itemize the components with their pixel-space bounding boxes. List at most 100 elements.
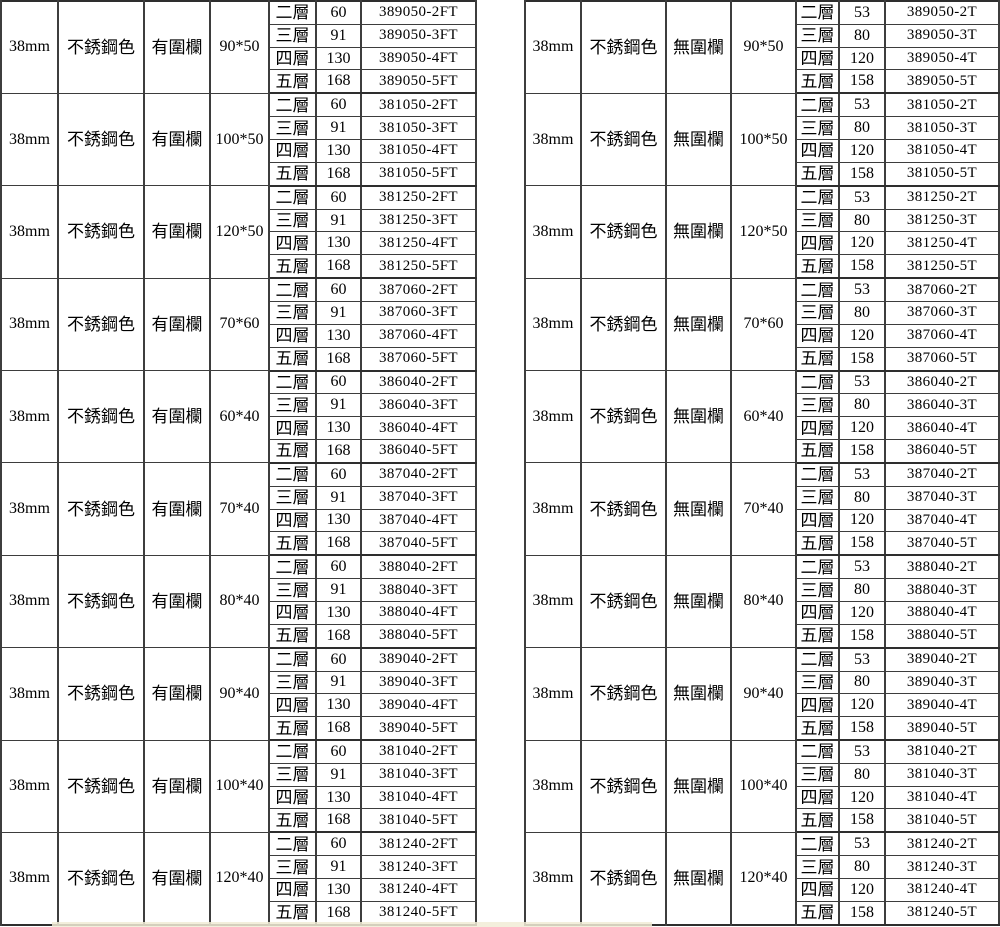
tier-cell: 二層 [268,0,317,25]
table-row: 五層 158 381250-5T [525,254,1000,280]
fence-cell: 有圍欄 [143,369,211,464]
tier-cell: 二層 [795,739,840,764]
price-cell: 80 [838,301,886,325]
price-cell: 91 [315,670,362,695]
fence-cell: 有圍欄 [143,0,211,94]
tier-cell: 四層 [268,323,317,348]
color-cell: 不銹鋼色 [57,462,145,556]
table-row: 五層 158 388040-5T [525,623,1000,649]
price-cell: 168 [315,254,362,280]
table-row: 38mm 不銹鋼色 無圍欄 100*40 二層 53 381040-2T [524,739,1000,833]
price-cell: 53 [838,831,886,857]
tier-cell: 五層 [268,716,317,742]
tier-cell: 四層 [268,231,317,256]
model-cell: 388040-4FT [360,600,477,625]
price-cell: 91 [315,208,362,233]
price-cell: 60 [315,554,362,580]
price-cell: 168 [315,808,362,834]
price-cell: 130 [315,416,362,440]
model-cell: 389040-5T [884,716,1000,742]
price-cell: 60 [315,831,362,857]
price-cell: 80 [838,762,886,787]
price-cell: 60 [315,0,362,25]
price-cell: 80 [838,23,886,48]
table-row: 五層 168 389040-5FT [1,716,477,742]
table-row: 三層 80 381250-3T [525,208,1000,233]
color-cell: 不銹鋼色 [57,92,145,187]
table-row: 三層 80 387040-3T [525,485,1000,510]
table-row: 四層 120 386040-4T [525,416,1000,440]
price-cell: 168 [315,623,362,649]
model-cell: 389040-3T [884,670,1000,695]
model-cell: 381050-4FT [360,139,477,163]
color-cell: 不銹鋼色 [580,0,667,94]
price-cell: 130 [315,600,362,625]
tier-cell: 三層 [795,485,840,510]
price-cell: 130 [315,231,362,256]
price-cell: 60 [315,647,362,672]
model-cell: 389040-2T [884,647,1000,672]
dims-cell: 120*40 [209,831,270,926]
fence-cell: 無圍欄 [665,369,732,464]
dims-cell: 70*40 [209,462,270,556]
price-cell: 60 [315,739,362,764]
model-cell: 386040-5T [884,438,1000,464]
table-row: 五層 158 386040-5T [525,438,1000,464]
table-row: 五層 168 386040-5FT [1,438,477,464]
fence-cell: 有圍欄 [143,647,211,741]
tier-cell: 五層 [268,69,317,95]
table-row: 38mm 不銹鋼色 有圍欄 80*40 二層 60 388040-2FT [0,554,477,649]
price-cell: 80 [838,670,886,695]
tier-cell: 二層 [795,185,840,210]
model-cell: 381050-5T [884,161,1000,187]
table-row: 三層 91 381250-3FT [1,208,477,233]
table-row: 四層 130 381240-4FT [1,878,477,902]
color-cell: 不銹鋼色 [580,739,667,833]
tier-cell: 三層 [795,670,840,695]
price-cell: 158 [838,623,886,649]
tier-cell: 四層 [268,46,317,71]
price-cell: 120 [838,231,886,256]
size-cell: 38mm [0,831,59,926]
price-cell: 120 [838,878,886,902]
model-cell: 387040-5FT [360,531,477,557]
dims-cell: 70*60 [730,277,797,372]
size-cell: 38mm [0,647,59,741]
table-row: 四層 120 381040-4T [525,785,1000,810]
price-cell: 80 [838,578,886,602]
dims-cell: 120*40 [730,831,797,926]
table-row: 五層 168 381250-5FT [1,254,477,280]
color-cell: 不銹鋼色 [580,462,667,556]
tier-cell: 四層 [268,139,317,163]
model-cell: 389040-5FT [360,716,477,742]
model-cell: 381040-3FT [360,762,477,787]
price-cell: 130 [315,785,362,810]
dims-cell: 100*40 [730,739,797,833]
table-row: 三層 91 389040-3FT [1,670,477,695]
table-row: 四層 120 381050-4T [525,139,1000,163]
model-cell: 381040-2T [884,739,1000,764]
model-cell: 381050-3T [884,116,1000,141]
model-cell: 381050-3FT [360,116,477,141]
table-row: 五層 168 387060-5FT [1,346,477,372]
table-row: 三層 80 381040-3T [525,762,1000,787]
tier-cell: 三層 [268,485,317,510]
tier-cell: 五層 [795,161,840,187]
price-cell: 120 [838,693,886,718]
model-cell: 388040-5T [884,623,1000,649]
tier-cell: 三層 [795,301,840,325]
table-row: 38mm 不銹鋼色 無圍欄 60*40 二層 53 386040-2T [524,369,1000,464]
model-cell: 388040-5FT [360,623,477,649]
table-row: 四層 130 381040-4FT [1,785,477,810]
price-cell: 168 [315,69,362,95]
color-cell: 不銹鋼色 [580,831,667,926]
color-cell: 不銹鋼色 [57,647,145,741]
model-cell: 387060-3T [884,301,1000,325]
tier-cell: 三層 [795,23,840,48]
table-row: 38mm 不銹鋼色 無圍欄 120*50 二層 53 381250-2T [524,185,1000,279]
price-cell: 120 [838,600,886,625]
tier-cell: 二層 [795,0,840,25]
fence-cell: 有圍欄 [143,462,211,556]
price-cell: 91 [315,301,362,325]
model-cell: 381050-4T [884,139,1000,163]
